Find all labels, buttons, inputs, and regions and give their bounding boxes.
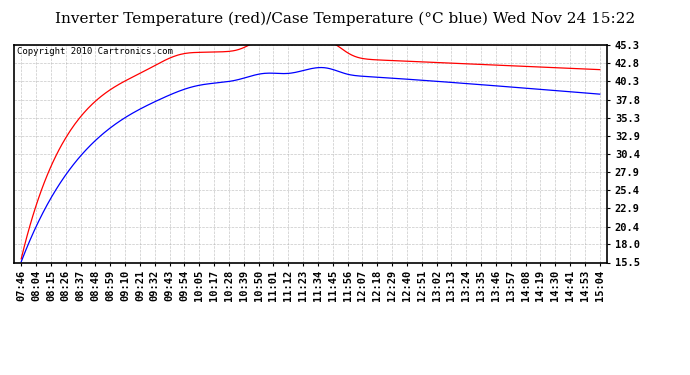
- Text: Inverter Temperature (red)/Case Temperature (°C blue) Wed Nov 24 15:22: Inverter Temperature (red)/Case Temperat…: [55, 11, 635, 26]
- Text: Copyright 2010 Cartronics.com: Copyright 2010 Cartronics.com: [17, 47, 172, 56]
